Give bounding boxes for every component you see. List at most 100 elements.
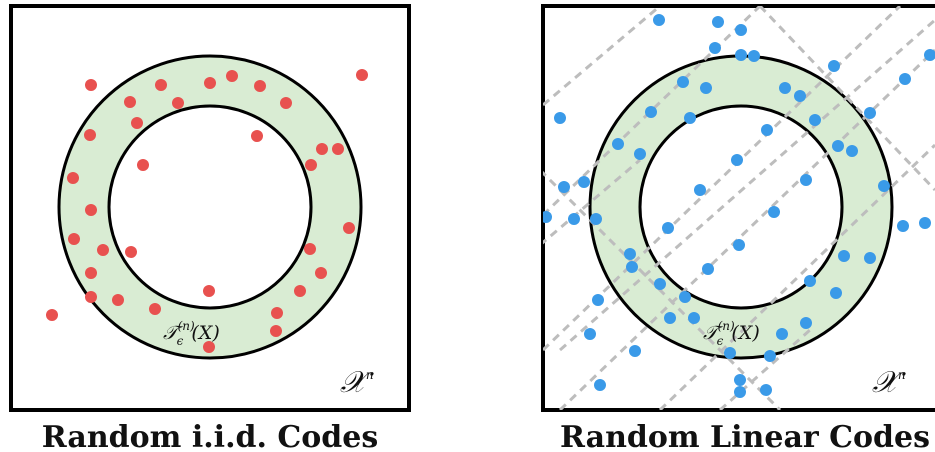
panel-iid: 𝒯(n) ϵ (X) 𝒳n Random i.i.d. Codes: [9, 4, 411, 452]
codeword-point: [332, 143, 344, 155]
codeword-point: [251, 130, 263, 142]
codeword-point: [832, 140, 844, 152]
codeword-point: [760, 384, 772, 396]
codeword-point: [864, 252, 876, 264]
codeword-point: [590, 213, 602, 225]
codeword-point: [776, 328, 788, 340]
codeword-point: [67, 172, 79, 184]
typical-set-label: 𝒯(n) ϵ (X): [703, 319, 760, 348]
codeword-point: [554, 112, 566, 124]
codeword-point: [731, 154, 743, 166]
codeword-point: [131, 117, 143, 129]
codeword-point: [634, 148, 646, 160]
codeword-point: [343, 222, 355, 234]
codeword-point: [653, 14, 665, 26]
coset-line: [543, 6, 902, 352]
codeword-point: [735, 49, 747, 61]
caption-linear: Random Linear Codes: [560, 420, 930, 452]
codeword-point: [112, 294, 124, 306]
codeword-point: [271, 307, 283, 319]
codeword-point: [846, 145, 858, 157]
codeword-point: [125, 246, 137, 258]
codeword-point: [761, 124, 773, 136]
codeword-point: [768, 206, 780, 218]
codeword-point: [85, 79, 97, 91]
codeword-point: [779, 82, 791, 94]
codeword-point: [558, 181, 570, 193]
codeword-point: [878, 180, 890, 192]
codeword-point: [724, 347, 736, 359]
codeword-point: [97, 244, 109, 256]
codeword-point: [612, 138, 624, 150]
codeword-point: [645, 106, 657, 118]
codeword-point: [85, 291, 97, 303]
codeword-point: [203, 285, 215, 297]
codeword-point: [85, 267, 97, 279]
codeword-point: [254, 80, 266, 92]
codeword-point: [584, 328, 596, 340]
codeword-point: [124, 96, 136, 108]
codeword-point: [85, 204, 97, 216]
codeword-point: [734, 374, 746, 386]
codeword-point: [315, 267, 327, 279]
codeword-point: [294, 285, 306, 297]
codeword-point: [733, 239, 745, 251]
codeword-point: [568, 213, 580, 225]
codeword-point: [830, 287, 842, 299]
codeword-point: [679, 291, 691, 303]
codeword-point: [270, 325, 282, 337]
codeword-point: [794, 90, 806, 102]
codeword-point: [68, 233, 80, 245]
codeword-point: [800, 174, 812, 186]
codeword-points: [46, 69, 368, 353]
codeword-point: [734, 386, 746, 398]
codeword-point: [149, 303, 161, 315]
codeword-point: [629, 345, 641, 357]
codeword-point: [356, 69, 368, 81]
codeword-point: [924, 49, 935, 61]
codeword-point: [899, 73, 911, 85]
codeword-point: [764, 350, 776, 362]
codeword-point: [700, 82, 712, 94]
codeword-point: [84, 129, 96, 141]
codeword-point: [804, 275, 816, 287]
codeword-point: [46, 309, 58, 321]
codeword-point: [654, 278, 666, 290]
codeword-point: [137, 159, 149, 171]
codeword-point: [662, 222, 674, 234]
typical-set-inner: [638, 104, 844, 310]
codeword-point: [748, 50, 760, 62]
coset-line: [543, 158, 641, 245]
codeword-point: [592, 294, 604, 306]
coset-line: [719, 328, 811, 410]
codeword-point: [578, 176, 590, 188]
codeword-point: [280, 97, 292, 109]
codeword-point: [226, 70, 238, 82]
coset-line: [658, 143, 935, 410]
codeword-point: [204, 77, 216, 89]
codeword-point: [919, 217, 931, 229]
codeword-point: [864, 107, 876, 119]
codeword-point: [702, 263, 714, 275]
coset-line: [543, 6, 661, 107]
codeword-point: [594, 379, 606, 391]
codeword-point: [800, 317, 812, 329]
codeword-points: [543, 14, 935, 398]
codeword-point: [809, 114, 821, 126]
codeword-point: [735, 24, 747, 36]
codeword-point: [684, 112, 696, 124]
codeword-point: [712, 16, 724, 28]
codeword-point: [688, 312, 700, 324]
panel-linear: 𝒯(n) ϵ (X) 𝒳n Random Linear Codes: [541, 4, 935, 452]
codeword-point: [203, 341, 215, 353]
codeword-point: [305, 159, 317, 171]
codeword-point: [316, 143, 328, 155]
codeword-point: [897, 220, 909, 232]
codeword-point: [626, 261, 638, 273]
caption-iid: Random i.i.d. Codes: [42, 420, 378, 452]
codeword-point: [694, 184, 706, 196]
codeword-point: [828, 60, 840, 72]
codeword-point: [155, 79, 167, 91]
codeword-point: [677, 76, 689, 88]
